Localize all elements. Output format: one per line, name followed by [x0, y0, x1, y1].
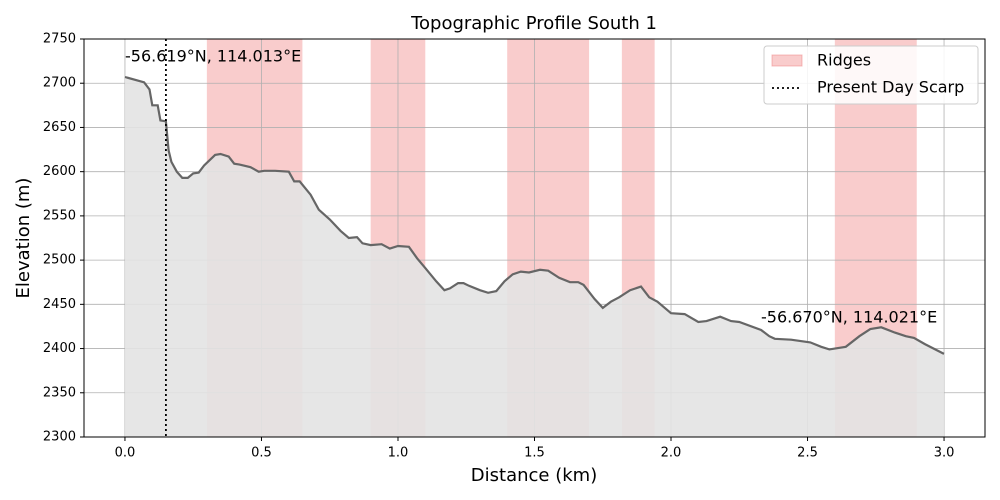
profile-line [124, 75, 945, 355]
y-tick-label: 2550 [43, 208, 76, 223]
legend-label: Ridges [817, 51, 871, 70]
legend-box [763, 45, 979, 105]
y-axis-label: Elevation (m) [13, 178, 34, 299]
y-tick-label: 2750 [43, 32, 76, 47]
y-tick-label: 2650 [43, 120, 76, 135]
y-tick-label: 2400 [43, 341, 76, 356]
y-tick-label: 2600 [43, 164, 76, 179]
y-tick-label: 2350 [43, 385, 76, 400]
chart-title: Topographic Profile South 1 [410, 13, 657, 34]
x-tick-label: 0.5 [251, 446, 272, 461]
x-axis-label: Distance (km) [471, 465, 597, 486]
y-tick-label: 2450 [43, 297, 76, 312]
x-tick-label: 3.0 [934, 446, 955, 461]
annotation: -56.670°N, 114.021°E [761, 308, 937, 327]
y-tick-label: 2300 [43, 430, 76, 445]
annotation: -56.619°N, 114.013°E [125, 47, 301, 66]
legend-swatch [771, 54, 803, 67]
plot-frame [83, 38, 986, 438]
profile-area [125, 77, 944, 437]
x-tick-label: 0.0 [115, 446, 136, 461]
x-tick-label: 1.0 [388, 446, 409, 461]
y-tick-label: 2700 [43, 76, 76, 91]
y-tick-label: 2500 [43, 253, 76, 268]
x-tick-label: 1.5 [524, 446, 545, 461]
x-tick-label: 2.5 [797, 446, 818, 461]
x-tick-label: 2.0 [661, 446, 682, 461]
legend-label: Present Day Scarp [817, 78, 964, 97]
